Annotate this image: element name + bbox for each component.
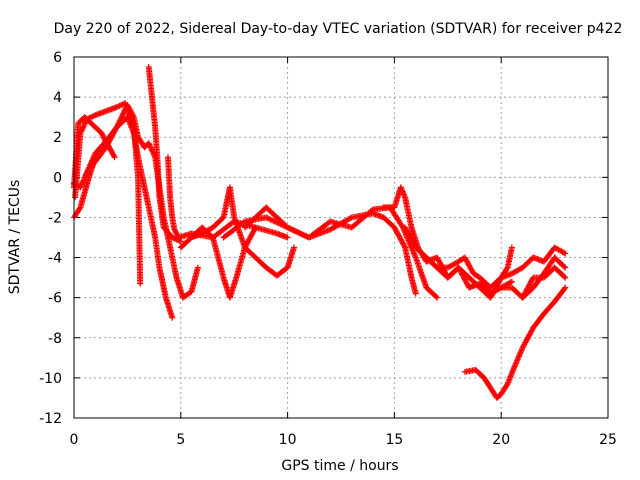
y-axis-label: SDTVAR / TECUs — [7, 180, 23, 295]
data-point — [120, 110, 127, 117]
data-point — [508, 278, 515, 285]
axis-ticks: 0 5 10 15 20 25 -12 -10 -8 -6 -4 -2 0 2 4 6 — [39, 50, 617, 448]
data-point — [561, 285, 568, 292]
data-point — [169, 314, 176, 321]
y-tick-label: -2 — [48, 210, 62, 226]
data-point — [508, 244, 515, 251]
data-point — [433, 293, 440, 300]
data-point — [562, 264, 569, 271]
x-axis-label: GPS time / hours — [281, 458, 398, 474]
y-tick-label: -8 — [48, 331, 62, 347]
y-tick-label: -12 — [39, 411, 62, 427]
data-point — [561, 263, 568, 270]
x-tick-label: 15 — [385, 432, 403, 448]
data-point — [76, 205, 83, 212]
data-point — [121, 107, 128, 114]
data-point — [252, 224, 259, 231]
y-tick-label: 2 — [53, 130, 62, 146]
data-point — [503, 382, 510, 389]
data-point — [284, 234, 291, 241]
y-tick-label: -6 — [48, 291, 62, 307]
data-point — [240, 219, 247, 226]
data-point — [562, 274, 569, 281]
data-point — [111, 154, 118, 161]
data-point — [347, 215, 354, 222]
y-tick-label: -10 — [39, 371, 62, 387]
data-point — [251, 225, 258, 232]
series-arc-10 — [188, 184, 298, 279]
x-tick-label: 0 — [70, 432, 79, 448]
data-point — [110, 152, 117, 159]
data-points — [71, 64, 569, 401]
y-tick-label: -4 — [48, 251, 62, 267]
series-arc-7 — [135, 134, 201, 301]
data-point — [503, 265, 510, 272]
data-point — [291, 244, 298, 251]
series-arc-5 — [81, 114, 176, 321]
data-point — [130, 112, 137, 119]
series-arc-18 — [461, 284, 569, 401]
data-point — [562, 250, 569, 257]
data-point — [561, 273, 568, 280]
x-tick-label: 25 — [599, 432, 617, 448]
x-tick-label: 10 — [279, 432, 297, 448]
data-point — [368, 207, 375, 214]
y-tick-label: 4 — [53, 90, 62, 106]
data-point — [434, 294, 441, 301]
data-point — [562, 284, 569, 291]
data-point — [119, 111, 126, 118]
data-point — [121, 109, 128, 116]
data-point — [560, 249, 567, 256]
data-point — [137, 280, 144, 287]
data-point — [177, 238, 184, 245]
series-arc-15 — [412, 244, 569, 291]
data-point — [401, 243, 408, 250]
data-point — [412, 290, 419, 297]
chart-title: Day 220 of 2022, Sidereal Day-to-day VTE… — [54, 21, 623, 37]
y-tick-label: 6 — [53, 50, 62, 66]
series-arc-17 — [519, 254, 569, 301]
series-arc-9 — [177, 224, 259, 301]
series-arc-12 — [241, 204, 441, 301]
data-point — [507, 279, 514, 286]
data-point — [194, 264, 201, 271]
data-point — [119, 113, 126, 120]
data-point — [118, 114, 125, 121]
x-tick-label: 20 — [492, 432, 510, 448]
y-tick-label: 0 — [53, 170, 62, 186]
plot-frame — [73, 56, 609, 419]
x-tick-label: 5 — [176, 432, 185, 448]
